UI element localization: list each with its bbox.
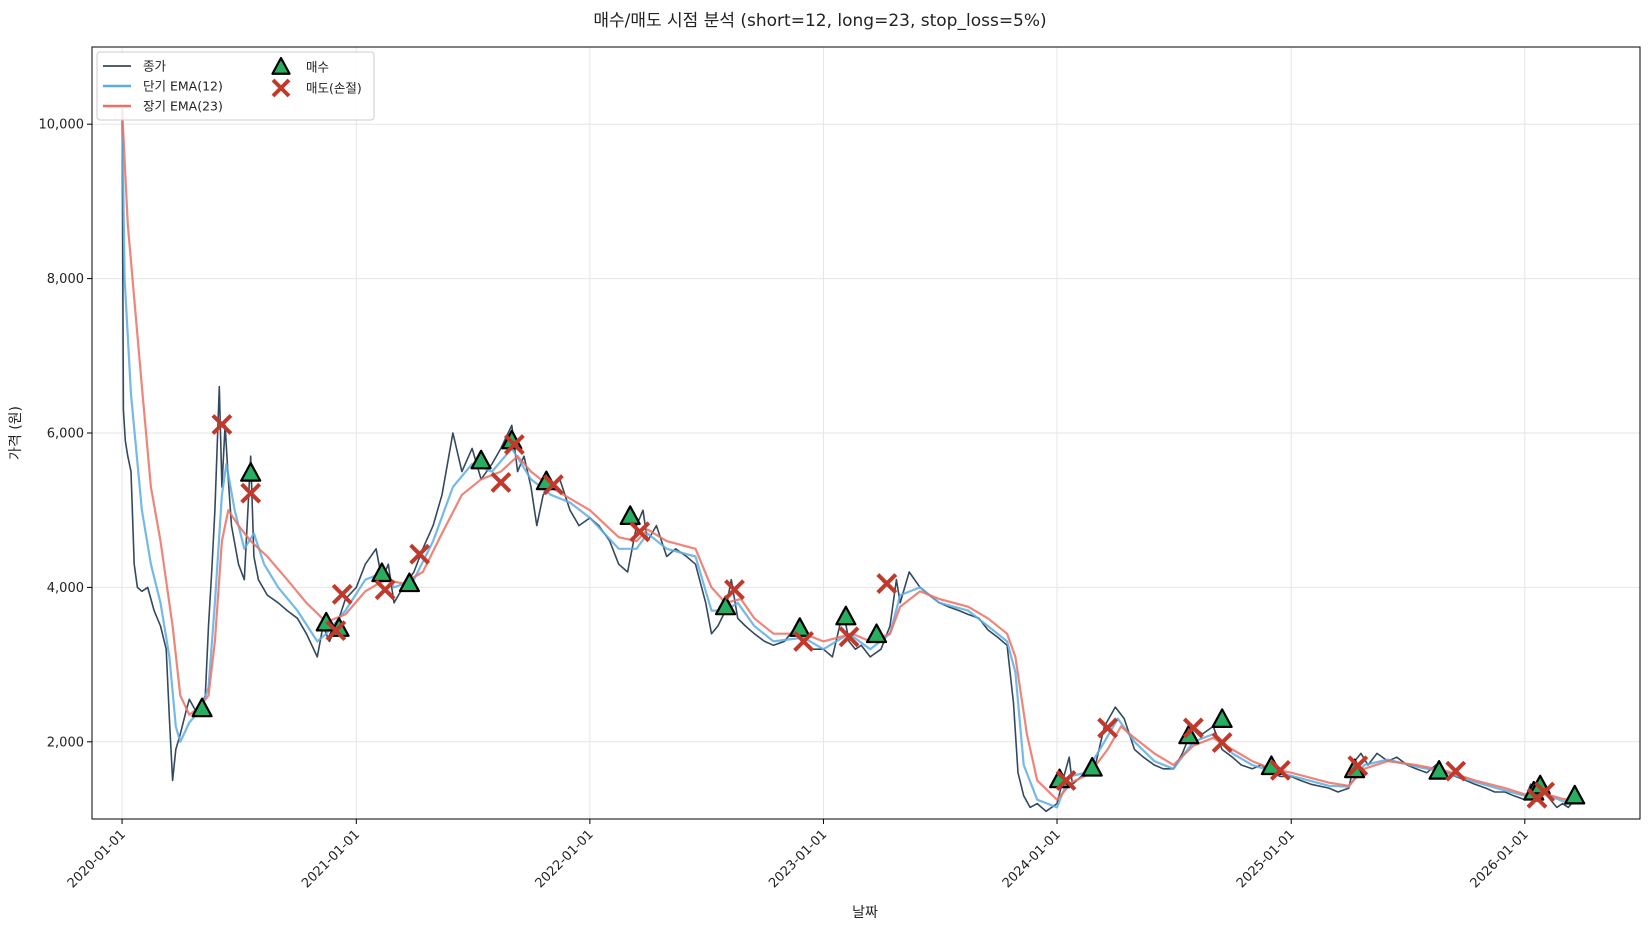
sell-marker	[271, 78, 291, 98]
sell-marker	[838, 626, 860, 648]
y-tick-label: 6,000	[47, 427, 84, 442]
sell-marker	[211, 414, 233, 435]
buy-marker	[470, 449, 492, 470]
sell-marker	[1182, 717, 1204, 739]
y-tick-label: 4,000	[47, 581, 84, 596]
sell-marker	[876, 573, 898, 594]
x-axis-label: 날짜	[852, 905, 878, 921]
sell-marker	[503, 434, 525, 455]
sell-marker	[1445, 760, 1467, 782]
sell-marker	[325, 620, 347, 642]
sell-marker-stroke	[542, 474, 564, 496]
y-tick-label: 2,000	[47, 735, 84, 750]
sell-marker	[1055, 769, 1077, 791]
sell-marker-stroke	[1534, 781, 1556, 803]
sell-marker-stroke	[240, 482, 262, 504]
legend-label: 장기 EMA(23)	[143, 99, 223, 114]
sell-marker-stroke	[325, 620, 347, 642]
sell-marker-stroke	[1097, 717, 1118, 739]
sell-marker	[374, 579, 396, 601]
sell-marker	[724, 579, 745, 601]
sell-marker-stroke	[211, 414, 233, 435]
legend-label: 매수	[306, 60, 329, 75]
sell-marker	[1347, 755, 1369, 777]
sell-marker-stroke	[1269, 759, 1291, 781]
signal-markers	[191, 414, 1586, 809]
sell-marker	[1269, 759, 1291, 781]
legend-label: 단기 EMA(12)	[143, 79, 223, 94]
buy-marker	[271, 56, 291, 75]
sell-marker-stroke	[838, 626, 860, 648]
sell-marker-stroke	[1182, 717, 1204, 739]
buy-marker	[714, 595, 737, 616]
sell-marker-stroke	[490, 471, 512, 493]
sell-marker-stroke	[1211, 732, 1233, 753]
sell-marker-stroke	[409, 543, 431, 565]
sell-marker-stroke	[1347, 755, 1369, 777]
buy-marker	[1564, 784, 1586, 805]
sell-marker-stroke	[629, 521, 651, 543]
sell-marker	[542, 474, 564, 496]
sell-marker-stroke	[1055, 769, 1077, 791]
buy-marker	[240, 462, 262, 482]
y-tick-label: 10,000	[39, 118, 85, 133]
sell-marker-stroke	[724, 579, 745, 601]
y-tick-label: 8,000	[47, 272, 84, 287]
sell-marker	[1534, 781, 1556, 803]
sell-marker	[490, 471, 512, 493]
sell-marker-stroke	[876, 573, 898, 594]
buy-marker	[865, 623, 888, 644]
chart-title: 매수/매도 시점 분석 (short=12, long=23, stop_los…	[593, 11, 1046, 31]
legend-box	[96, 51, 375, 121]
buy-marker	[398, 572, 421, 593]
sell-marker	[1211, 732, 1233, 753]
buy-marker	[1211, 708, 1233, 729]
sell-marker	[629, 521, 651, 543]
sell-marker-stroke	[503, 434, 525, 455]
sell-marker-stroke	[793, 631, 815, 652]
legend-label: 종가	[143, 59, 167, 74]
sell-marker-stroke	[374, 579, 396, 601]
sell-marker	[793, 631, 815, 652]
sell-marker	[331, 583, 353, 605]
buy-marker	[191, 697, 213, 718]
buy-marker	[1081, 756, 1103, 777]
series-line-3	[121, 108, 1575, 802]
sell-marker-stroke	[1445, 760, 1467, 782]
legend-label: 매도(손절)	[306, 81, 362, 96]
sell-marker	[1097, 717, 1118, 739]
sell-marker-stroke	[331, 583, 353, 605]
y-axis-label: 가격 (원)	[8, 406, 24, 460]
buy-marker	[835, 605, 857, 626]
sell-marker	[240, 482, 262, 504]
buy-marker	[1428, 760, 1450, 780]
sell-marker-stroke	[271, 78, 291, 98]
sell-marker	[409, 543, 431, 565]
buy-marker	[371, 562, 393, 583]
